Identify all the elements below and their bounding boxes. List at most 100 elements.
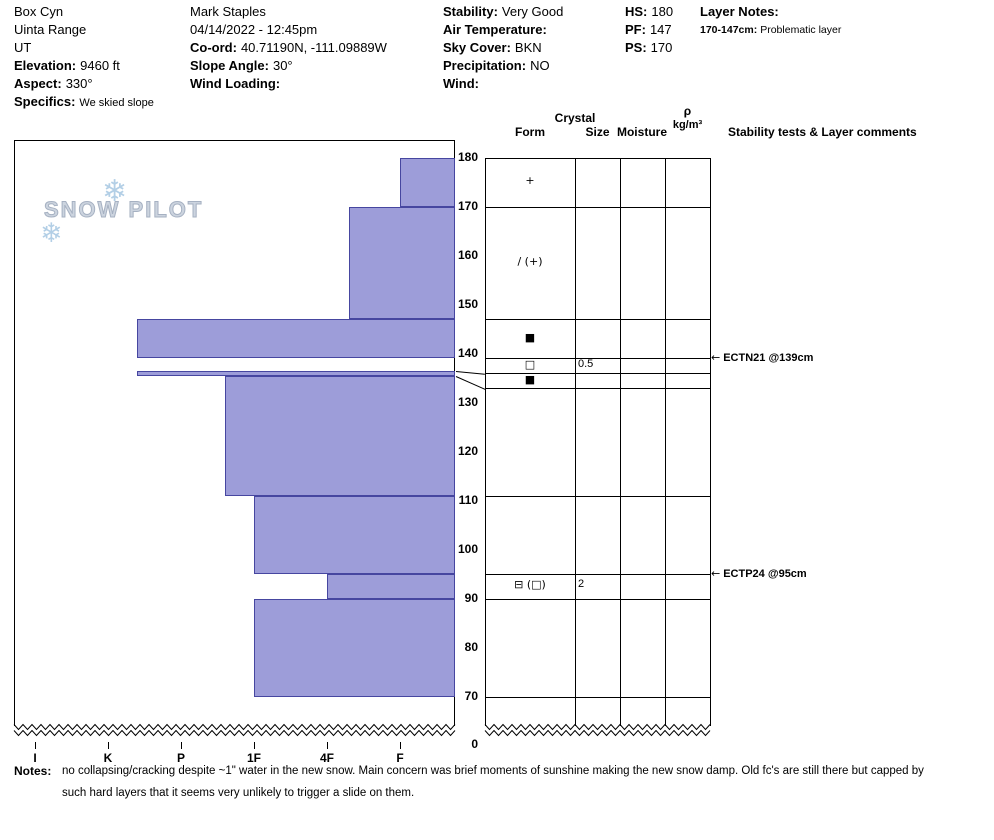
ps-field: PS: 170 [625,40,672,55]
crystal-form-symbol: ■ [524,372,536,386]
crystal-column-header: Crystal [554,111,596,125]
range-name-text: Uinta Range [14,22,87,37]
pit-name-text: Box Cyn [14,4,64,19]
snow-layer-bar [348,206,455,320]
air-temperature-label: Air Temperature: [443,22,547,37]
stability-test-label: ECTP24 @95cm [723,568,807,580]
notes-line-2: such hard layers that it seems very unli… [62,787,415,799]
hs-label: HS: [625,4,648,19]
hardness-tick-label: P [176,751,185,765]
left-arrow-icon: ← [711,567,721,580]
pit-datetime-text: 04/14/2022 - 12:45pm [190,22,318,37]
stability-label: Stability: [443,4,498,19]
hardness-axis-tick [327,742,328,749]
snow-layer-bar [224,375,455,496]
specifics-field: Specifics: We skied slope [14,94,154,109]
slope-angle-label: Slope Angle: [190,58,269,73]
notes-line-1: no collapsing/cracking despite ~1" water… [62,765,924,777]
table-row-line [485,696,710,698]
form-column-header: Form [515,125,545,139]
table-column-line [485,157,486,726]
depth-tick-label: 120 [457,443,478,458]
wind-label: Wind: [443,76,479,91]
table-column-line [710,157,711,726]
pf-field: PF: 147 [625,22,672,37]
hardness-tick-label: 4F [319,751,334,765]
pf-label: PF: [625,22,646,37]
snowflake-icon: ❄ [40,218,63,249]
slope-angle-value: 30° [272,58,293,73]
state-name: UT [14,40,31,55]
table-row-line [485,319,710,321]
observer-name-text: Mark Staples [190,4,266,19]
pit-datetime: 04/14/2022 - 12:45pm [190,22,317,37]
sky-cover-value: BKN [514,40,542,55]
moisture-column-header: Moisture [616,125,667,139]
sky-cover-field: Sky Cover: BKN [443,40,542,55]
sky-cover-label: Sky Cover: [443,40,511,55]
layer-note-item: 170-147cm: Problematic layer [700,24,841,36]
precipitation-value: NO [530,58,550,73]
ps-value: 170 [650,40,673,55]
depth-tick-label: 170 [457,198,478,213]
hs-value: 180 [651,4,674,19]
depth-tick-label: 80 [464,639,478,654]
table-row-line [485,206,710,208]
table-row-line [485,598,710,600]
range-name: Uinta Range [14,22,86,37]
wind-field: Wind: [443,76,483,91]
table-column-line [575,157,576,726]
notes-label: Notes: [14,764,52,778]
depth-tick-label: 100 [457,541,478,556]
hardness-tick-label: K [103,751,113,765]
stability-field: Stability: Very Good [443,4,563,19]
observer-name: Mark Staples [190,4,266,19]
row-connector-line [455,375,486,390]
crystal-size-value: 0.5 [578,357,594,370]
snow-layer-bar [400,157,455,207]
elevation-field: Elevation: 9460 ft [14,58,120,73]
table-row-line [485,388,710,390]
snow-layer-bar [254,495,455,574]
depth-tick-label: 140 [457,345,478,360]
precipitation-label: Precipitation: [443,58,527,73]
hardness-axis-tick [400,742,401,749]
state-name-text: UT [14,40,32,55]
table-row-line [485,358,710,360]
snow-layer-bar [137,319,455,359]
slope-angle-field: Slope Angle: 30° [190,58,293,73]
hardness-axis-tick [35,742,36,749]
stability-value: Very Good [501,4,564,19]
elevation-value: 9460 ft [80,58,120,73]
coordinates-value: 40.71190N, -111.09889W [240,40,387,55]
coordinates-label: Co-ord: [190,40,237,55]
elevation-label: Elevation: [14,58,77,73]
layer-notes-title: Layer Notes: [700,4,783,19]
snow-layer-bar [137,370,455,376]
specifics-value: We skied slope [79,97,154,109]
table-row-line [485,157,710,159]
table-row-line [485,373,710,375]
snowflake-icon: ❄ [102,174,128,209]
layer-note-range: 170-147cm: [700,24,758,36]
size-column-header: Size [585,125,610,139]
hardness-tick-label: I [33,751,37,765]
pit-name: Box Cyn [14,4,63,19]
row-connector-line [455,370,486,375]
depth-tick-label: 110 [458,492,478,507]
depth-tick-label: 150 [457,296,478,311]
table-column-line [620,157,621,726]
aspect-field: Aspect: 330° [14,76,93,91]
stability-test-annotation: ← ECTP24 @95cm [711,567,807,580]
hs-field: HS: 180 [625,4,673,19]
aspect-value: 330° [65,76,93,91]
wind-loading-field: Wind Loading: [190,76,284,91]
stability-test-annotation: ← ECTN21 @139cm [711,351,813,364]
hardness-tick-label: F [396,751,404,765]
hardness-axis-tick [108,742,109,749]
ps-label: PS: [625,40,647,55]
hardness-axis-tick [254,742,255,749]
snow-layer-bar [254,598,455,697]
